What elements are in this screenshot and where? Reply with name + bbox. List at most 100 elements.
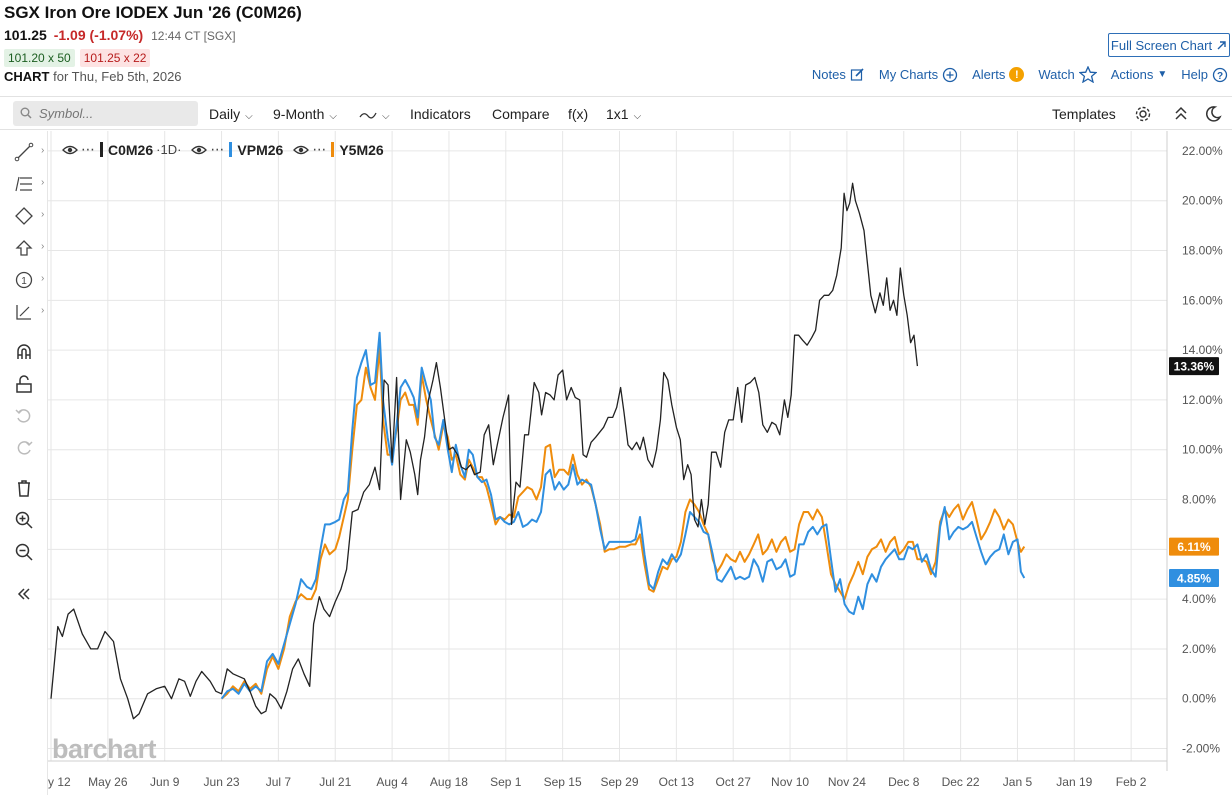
- undo-icon: [15, 409, 31, 423]
- trash-icon: [18, 480, 30, 497]
- legend-color-swatch: [331, 142, 335, 157]
- line-chart-icon: [359, 112, 377, 119]
- more-icon[interactable]: ⋯: [312, 141, 327, 157]
- chart-area[interactable]: 22.00% 20.00% 18.00% 16.00% 14.00% 12.00% 10.0…: [31, 131, 1232, 795]
- my-charts-link[interactable]: My Charts: [879, 67, 958, 83]
- double-chevron-left-icon: [17, 588, 30, 600]
- watch-link[interactable]: Watch: [1038, 66, 1097, 83]
- indicators-button[interactable]: Indicators: [410, 106, 471, 122]
- measure-tool[interactable]: ›: [14, 301, 44, 323]
- period-select[interactable]: Daily ⌵: [209, 106, 253, 122]
- chevron-down-icon: ▼: [1157, 69, 1168, 80]
- chart-svg[interactable]: 22.00% 20.00% 18.00% 16.00% 14.00% 12.00% 10.0…: [31, 131, 1232, 795]
- series-line-c0m26: [50, 182, 919, 720]
- function-button[interactable]: f(x): [568, 106, 589, 122]
- x-tick-label: Jul 7: [266, 775, 292, 789]
- x-tick-label: Oct 27: [716, 775, 752, 789]
- legend-entry-vpm26[interactable]: ⋯ VPM26: [191, 141, 283, 158]
- quote-line: 101.25 -1.09 (-1.07%) 12:44 CT [SGX]: [4, 27, 236, 43]
- chevron-down-icon: ⌵: [633, 111, 642, 122]
- undo-tool[interactable]: [14, 405, 36, 427]
- x-tick-label: Jul 21: [319, 775, 351, 789]
- lock-tool[interactable]: [14, 373, 36, 395]
- zoom-in-tool[interactable]: [14, 509, 36, 531]
- templates-button[interactable]: Templates: [1052, 106, 1116, 122]
- annotation-tool[interactable]: 1 ›: [14, 269, 44, 291]
- layout-select[interactable]: 1x1 ⌵: [606, 106, 641, 122]
- last-value-badge-y5m26: [1169, 537, 1219, 556]
- full-screen-chart-button[interactable]: Full Screen Chart: [1108, 33, 1230, 57]
- eye-icon[interactable]: [62, 144, 78, 156]
- gear-icon[interactable]: [1133, 104, 1153, 124]
- last-value-label-c0m26: 13.36%: [1174, 360, 1215, 374]
- y-tick-label: 22.00%: [1182, 144, 1223, 158]
- layout-label: 1x1: [606, 106, 629, 122]
- help-icon: ?: [1212, 67, 1228, 82]
- y-tick-label: 18.00%: [1182, 244, 1223, 258]
- barchart-watermark: barchart: [52, 734, 157, 764]
- last-price: 101.25: [4, 27, 47, 43]
- x-tick-label: Oct 13: [659, 775, 695, 789]
- fibonacci-tool[interactable]: ›: [14, 173, 44, 195]
- shapes-icon: [15, 207, 33, 225]
- legend-color-swatch: [229, 142, 233, 157]
- x-tick-label: Dec 22: [942, 775, 980, 789]
- chart-type-select[interactable]: ⌵: [359, 106, 390, 122]
- last-value-label-vpm26: 4.85%: [1177, 571, 1211, 585]
- collapse-rail-tool[interactable]: [14, 583, 36, 605]
- last-value-badge-vpm26: [1169, 568, 1219, 587]
- y-tick-label: 16.00%: [1182, 293, 1223, 307]
- legend-entry-y5m26[interactable]: ⋯ Y5M26: [293, 141, 384, 158]
- y-tick-label: 20.00%: [1182, 194, 1223, 208]
- trendline-tool[interactable]: ›: [14, 141, 44, 163]
- redo-icon: [17, 441, 33, 455]
- help-link[interactable]: Help ?: [1181, 67, 1228, 83]
- collapse-icon[interactable]: [1171, 104, 1191, 124]
- arrow-up-icon: [15, 240, 33, 256]
- legend-suffix: ·1D·: [156, 142, 182, 157]
- dark-mode-icon[interactable]: [1203, 104, 1223, 124]
- notes-link[interactable]: Notes: [812, 67, 865, 82]
- y-tick-label: 14.00%: [1182, 343, 1223, 357]
- alerts-link[interactable]: Alerts !: [972, 67, 1025, 82]
- chart-label: CHART: [4, 69, 50, 84]
- watch-label: Watch: [1038, 67, 1075, 82]
- eye-icon[interactable]: [293, 144, 310, 156]
- shapes-tool[interactable]: ›: [14, 205, 44, 227]
- edit-icon: [850, 68, 864, 81]
- full-screen-chart-label: Full Screen Chart: [1110, 37, 1213, 53]
- chart-date: CHART for Thu, Feb 5th, 2026: [4, 69, 182, 84]
- external-arrow-icon: [1217, 40, 1226, 49]
- trendline-icon: [14, 142, 34, 162]
- symbol-search-input[interactable]: [13, 101, 198, 126]
- star-icon: [1078, 66, 1097, 83]
- search-icon: [20, 107, 32, 119]
- zoom-out-tool[interactable]: [14, 541, 36, 563]
- chart-date-text: for Thu, Feb 5th, 2026: [53, 69, 182, 84]
- magnet-tool[interactable]: [14, 341, 36, 363]
- delete-tool[interactable]: [14, 477, 36, 499]
- bid-ask: 101.20 x 50 101.25 x 22: [4, 49, 151, 67]
- y-tick-label: 12.00%: [1182, 393, 1223, 407]
- actions-label: Actions: [1110, 67, 1154, 82]
- magnet-icon: [17, 344, 31, 359]
- x-tick-label: Sep 1: [490, 775, 522, 789]
- zoom-in-icon: [15, 511, 33, 529]
- chevron-down-icon: ⌵: [382, 111, 390, 122]
- x-tick-label: Dec 8: [888, 775, 920, 789]
- arrow-tool[interactable]: ›: [14, 237, 44, 259]
- chevron-right-icon: ›: [41, 209, 45, 220]
- y-tick-label: 0.00%: [1182, 692, 1216, 706]
- series-legend: ⋯ C0M26 ·1D· ⋯ VPM26 ⋯ Y5M26: [62, 141, 388, 158]
- x-tick-label: Aug 4: [376, 775, 408, 789]
- more-icon[interactable]: ⋯: [210, 141, 225, 157]
- actions-menu[interactable]: Actions ▼: [1111, 67, 1168, 82]
- redo-tool[interactable]: [14, 437, 36, 459]
- eye-icon[interactable]: [191, 144, 208, 156]
- unlock-icon: [16, 375, 32, 393]
- more-icon[interactable]: ⋯: [81, 141, 95, 157]
- last-value-badge-c0m26: [1169, 357, 1219, 376]
- legend-entry-c0m26[interactable]: ⋯ C0M26 ·1D·: [62, 141, 181, 158]
- range-select[interactable]: 9-Month ⌵: [273, 106, 337, 122]
- compare-button[interactable]: Compare: [492, 106, 550, 122]
